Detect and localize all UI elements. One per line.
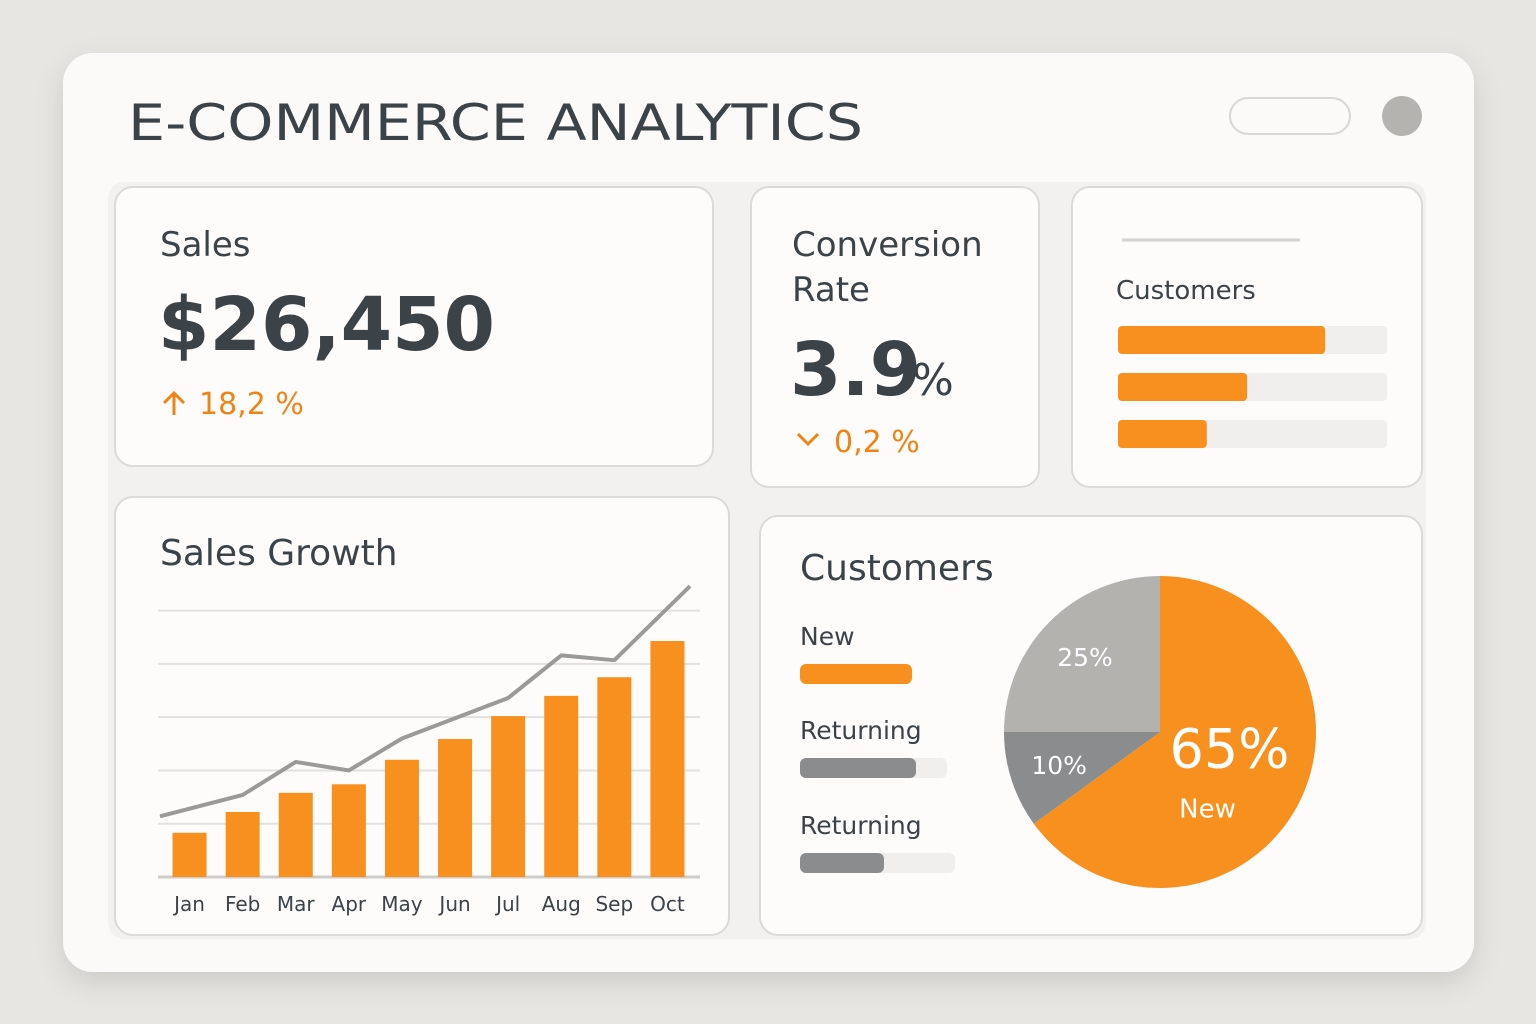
x-tick-label: Sep [595, 892, 633, 916]
card-change: 0,2 % [834, 425, 920, 460]
bar [1118, 326, 1326, 354]
slice-label: 65% [1169, 717, 1289, 780]
bar [491, 716, 526, 877]
card-value: 3.9 [790, 327, 921, 413]
x-tick-label: Oct [650, 892, 685, 916]
legend-label: New [800, 622, 855, 651]
bar [544, 695, 579, 877]
legend-swatch [800, 758, 916, 778]
slice-label: 25% [1057, 643, 1113, 672]
x-tick-label: Apr [332, 892, 367, 916]
bar [438, 739, 473, 877]
x-tick-label: Feb [225, 892, 260, 916]
chart-title: Sales Growth [160, 533, 398, 574]
slice-category: New [1179, 794, 1236, 824]
avatar[interactable] [1382, 96, 1422, 136]
bar [650, 641, 685, 877]
search-pill[interactable] [1229, 97, 1351, 135]
x-tick-label: Mar [277, 892, 316, 916]
bar [597, 677, 632, 877]
card-change: 18,2 % [199, 387, 304, 422]
sales-card [114, 186, 714, 467]
legend-label: Returning [800, 811, 922, 840]
page-title: E-COMMERCE ANALYTICS [128, 94, 863, 152]
trend-line [159, 584, 692, 819]
bar [278, 792, 313, 877]
bar [331, 784, 366, 877]
conversion-card [750, 186, 1040, 488]
chart-title: Customers [1116, 276, 1256, 306]
x-tick-label: Aug [542, 892, 581, 916]
slice-label: 10% [1031, 751, 1087, 780]
bar [1118, 373, 1248, 401]
bar [172, 832, 207, 877]
up-arrow [162, 390, 186, 415]
legend-swatch [800, 664, 912, 684]
legend-label: Returning [800, 716, 922, 745]
x-tick-label: Jun [437, 892, 470, 916]
chart-title: Customers [800, 548, 994, 589]
legend-swatch [800, 853, 884, 873]
x-tick-label: Jul [494, 892, 520, 916]
x-tick-label: Jan [172, 892, 205, 916]
card-value: $26,450 [158, 282, 495, 368]
pie-slice [1004, 732, 1160, 824]
bar [225, 812, 260, 877]
pie-slice [1033, 576, 1317, 888]
bar [1118, 420, 1207, 448]
card-label: Sales [160, 225, 251, 265]
card-unit: % [912, 355, 954, 406]
down-arrow [796, 432, 820, 447]
x-tick-label: May [381, 892, 423, 916]
bar [384, 759, 419, 877]
card-label: Rate [792, 270, 870, 310]
card-label: Conversion [792, 225, 983, 265]
pie-slice [1004, 576, 1160, 732]
